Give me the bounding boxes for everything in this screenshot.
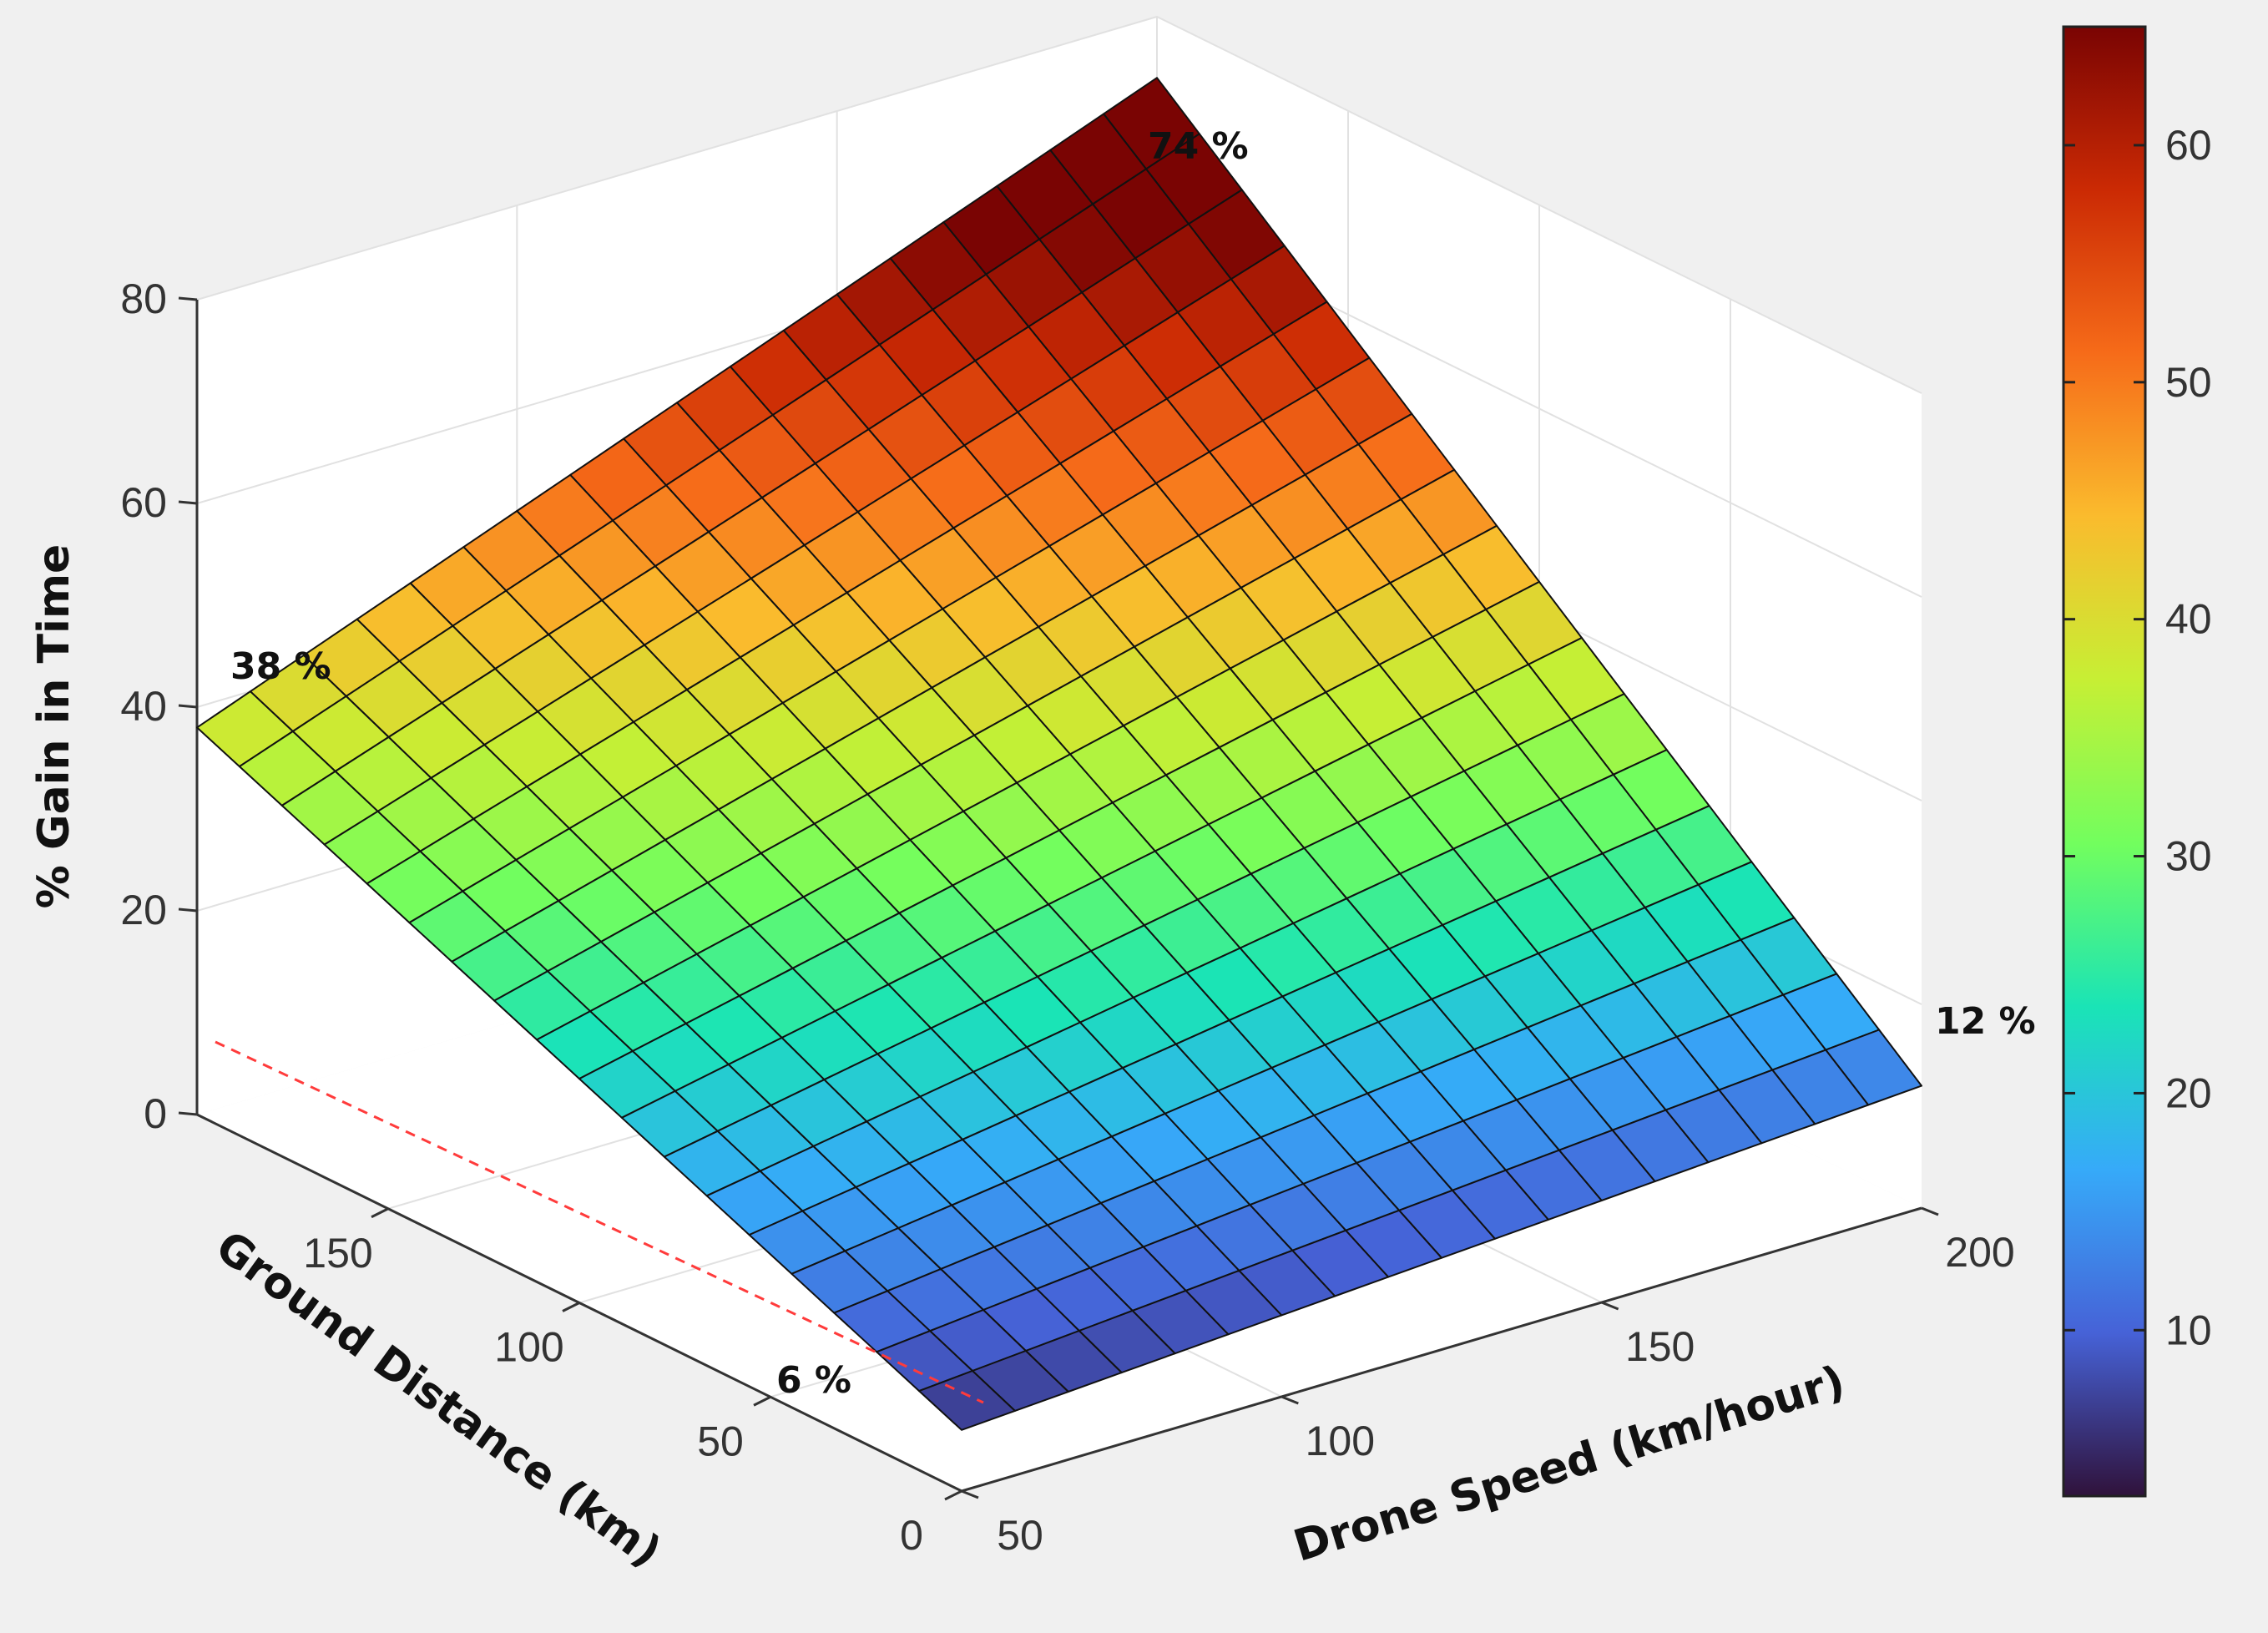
z-axis-label: % Gain in Time: [29, 544, 79, 909]
y-tick-mark: [944, 1489, 962, 1501]
z-tick-label: 80: [120, 276, 167, 322]
z-tick-mark: [178, 704, 198, 709]
x-axis-line: [961, 1206, 1922, 1493]
x-tick-mark: [1921, 1206, 1939, 1216]
y-tick-label: 50: [697, 1418, 744, 1464]
annotation-label: 38 %: [230, 645, 331, 688]
axis-ticks: 0 20 40 60 80 0 50 100 150 50 100 150 200: [120, 276, 2014, 1559]
colorbar-tick-label: 20: [2165, 1069, 2212, 1116]
z-tick-mark: [178, 908, 198, 913]
reference-dashed-line: [215, 1040, 984, 1404]
colorbar-tick-label: 30: [2165, 833, 2212, 880]
surface-face: [918, 1370, 1016, 1431]
z-tick-label: 40: [120, 683, 167, 730]
x-tick-label: 150: [1625, 1323, 1695, 1370]
y-tick-label: 0: [900, 1512, 923, 1559]
z-tick-label: 20: [120, 887, 167, 933]
colorbar-tick-label: 60: [2165, 122, 2212, 169]
overlay-line: [215, 1040, 984, 1404]
annotation-label: 6 %: [776, 1359, 851, 1402]
surface-mesh: [196, 77, 1922, 1431]
colorbar-tick-label: 10: [2165, 1307, 2212, 1353]
z-tick-mark: [178, 1111, 198, 1116]
x-tick-mark: [961, 1489, 979, 1499]
x-tick-label: 100: [1306, 1418, 1375, 1464]
colorbar-tick-label: 40: [2165, 596, 2212, 643]
z-tick-mark: [178, 296, 198, 301]
y-tick-label: 150: [303, 1230, 372, 1277]
z-tick-label: 0: [144, 1090, 167, 1137]
x-tick-label: 200: [1945, 1229, 2014, 1276]
y-tick-mark: [562, 1302, 580, 1312]
y-tick-label: 100: [494, 1324, 563, 1371]
z-tick-mark: [178, 500, 198, 505]
y-tick-mark: [371, 1207, 389, 1219]
x-tick-mark: [1601, 1301, 1619, 1311]
x-tick-mark: [1280, 1395, 1299, 1405]
y-tick-mark: [753, 1395, 771, 1407]
z-tick-label: 60: [120, 479, 167, 526]
annotation-label: 12 %: [1935, 1000, 2036, 1043]
x-tick-label: 50: [997, 1512, 1043, 1559]
colorbar-tick-label: 50: [2165, 359, 2212, 406]
colorbar: [2062, 25, 2147, 1498]
annotation-label: 74 %: [1148, 125, 1249, 168]
